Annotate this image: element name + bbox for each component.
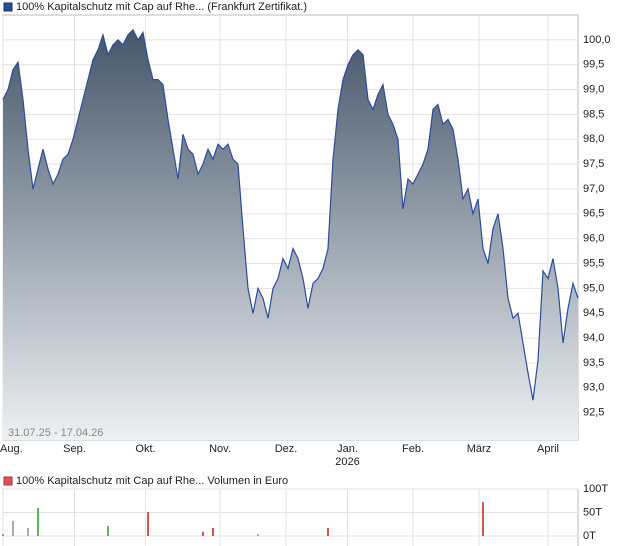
x-tick-label: Jan. xyxy=(337,443,358,455)
date-range: 31.07.25 - 17.04.26 xyxy=(8,427,103,439)
volume-bar xyxy=(12,520,14,536)
y-tick-label: 94,5 xyxy=(583,307,604,319)
legend: 100% Kapitalschutz mit Cap auf Rhe... Vo… xyxy=(16,475,288,487)
volume-bar xyxy=(27,528,29,536)
year-label: 2026 xyxy=(335,456,359,468)
y-tick-label: 95,5 xyxy=(583,257,604,269)
y-tick-label: 93,0 xyxy=(583,382,604,394)
y-tick-label: 97,0 xyxy=(583,183,604,195)
x-tick-label: Nov. xyxy=(209,443,231,455)
y-tick-label: 94,0 xyxy=(583,332,604,344)
volume-bar xyxy=(257,534,259,536)
y-tick-label: 97,5 xyxy=(583,158,604,170)
x-tick-label: Sep. xyxy=(63,443,86,455)
y-tick-label: 0T xyxy=(583,530,596,542)
plot-area xyxy=(2,488,579,546)
volume-bar xyxy=(37,507,39,536)
y-tick-label: 100T xyxy=(583,483,608,495)
x-tick-label: Dez. xyxy=(275,443,298,455)
legend-swatch xyxy=(3,2,13,12)
x-tick-label: April xyxy=(537,443,559,455)
volume-bar xyxy=(2,534,4,536)
x-tick-label: Okt. xyxy=(135,443,155,455)
y-tick-label: 99,5 xyxy=(583,59,604,71)
y-tick-label: 95,0 xyxy=(583,282,604,294)
volume-bar xyxy=(212,528,214,536)
volume-bar xyxy=(202,531,204,536)
x-tick-label: Aug. xyxy=(0,443,23,455)
y-tick-label: 98,0 xyxy=(583,133,604,145)
area-fill xyxy=(3,29,578,441)
y-tick-label: 99,0 xyxy=(583,83,604,95)
x-tick-label: Feb. xyxy=(402,443,424,455)
y-tick-label: 98,5 xyxy=(583,108,604,120)
y-tick-label: 93,5 xyxy=(583,357,604,369)
volume-bar xyxy=(107,526,109,536)
y-tick-label: 92,5 xyxy=(583,407,604,419)
volume-bar xyxy=(482,502,484,536)
volume-bar xyxy=(327,528,329,536)
y-tick-label: 96,5 xyxy=(583,208,604,220)
legend: 100% Kapitalschutz mit Cap auf Rhe... (F… xyxy=(16,1,307,13)
price-line xyxy=(2,28,579,401)
y-tick-label: 100,0 xyxy=(583,34,611,46)
legend-swatch xyxy=(3,476,13,486)
y-tick-label: 96,0 xyxy=(583,233,604,245)
volume-bar xyxy=(147,512,149,536)
y-tick-label: 50T xyxy=(583,506,602,518)
x-tick-label: März xyxy=(467,443,491,455)
